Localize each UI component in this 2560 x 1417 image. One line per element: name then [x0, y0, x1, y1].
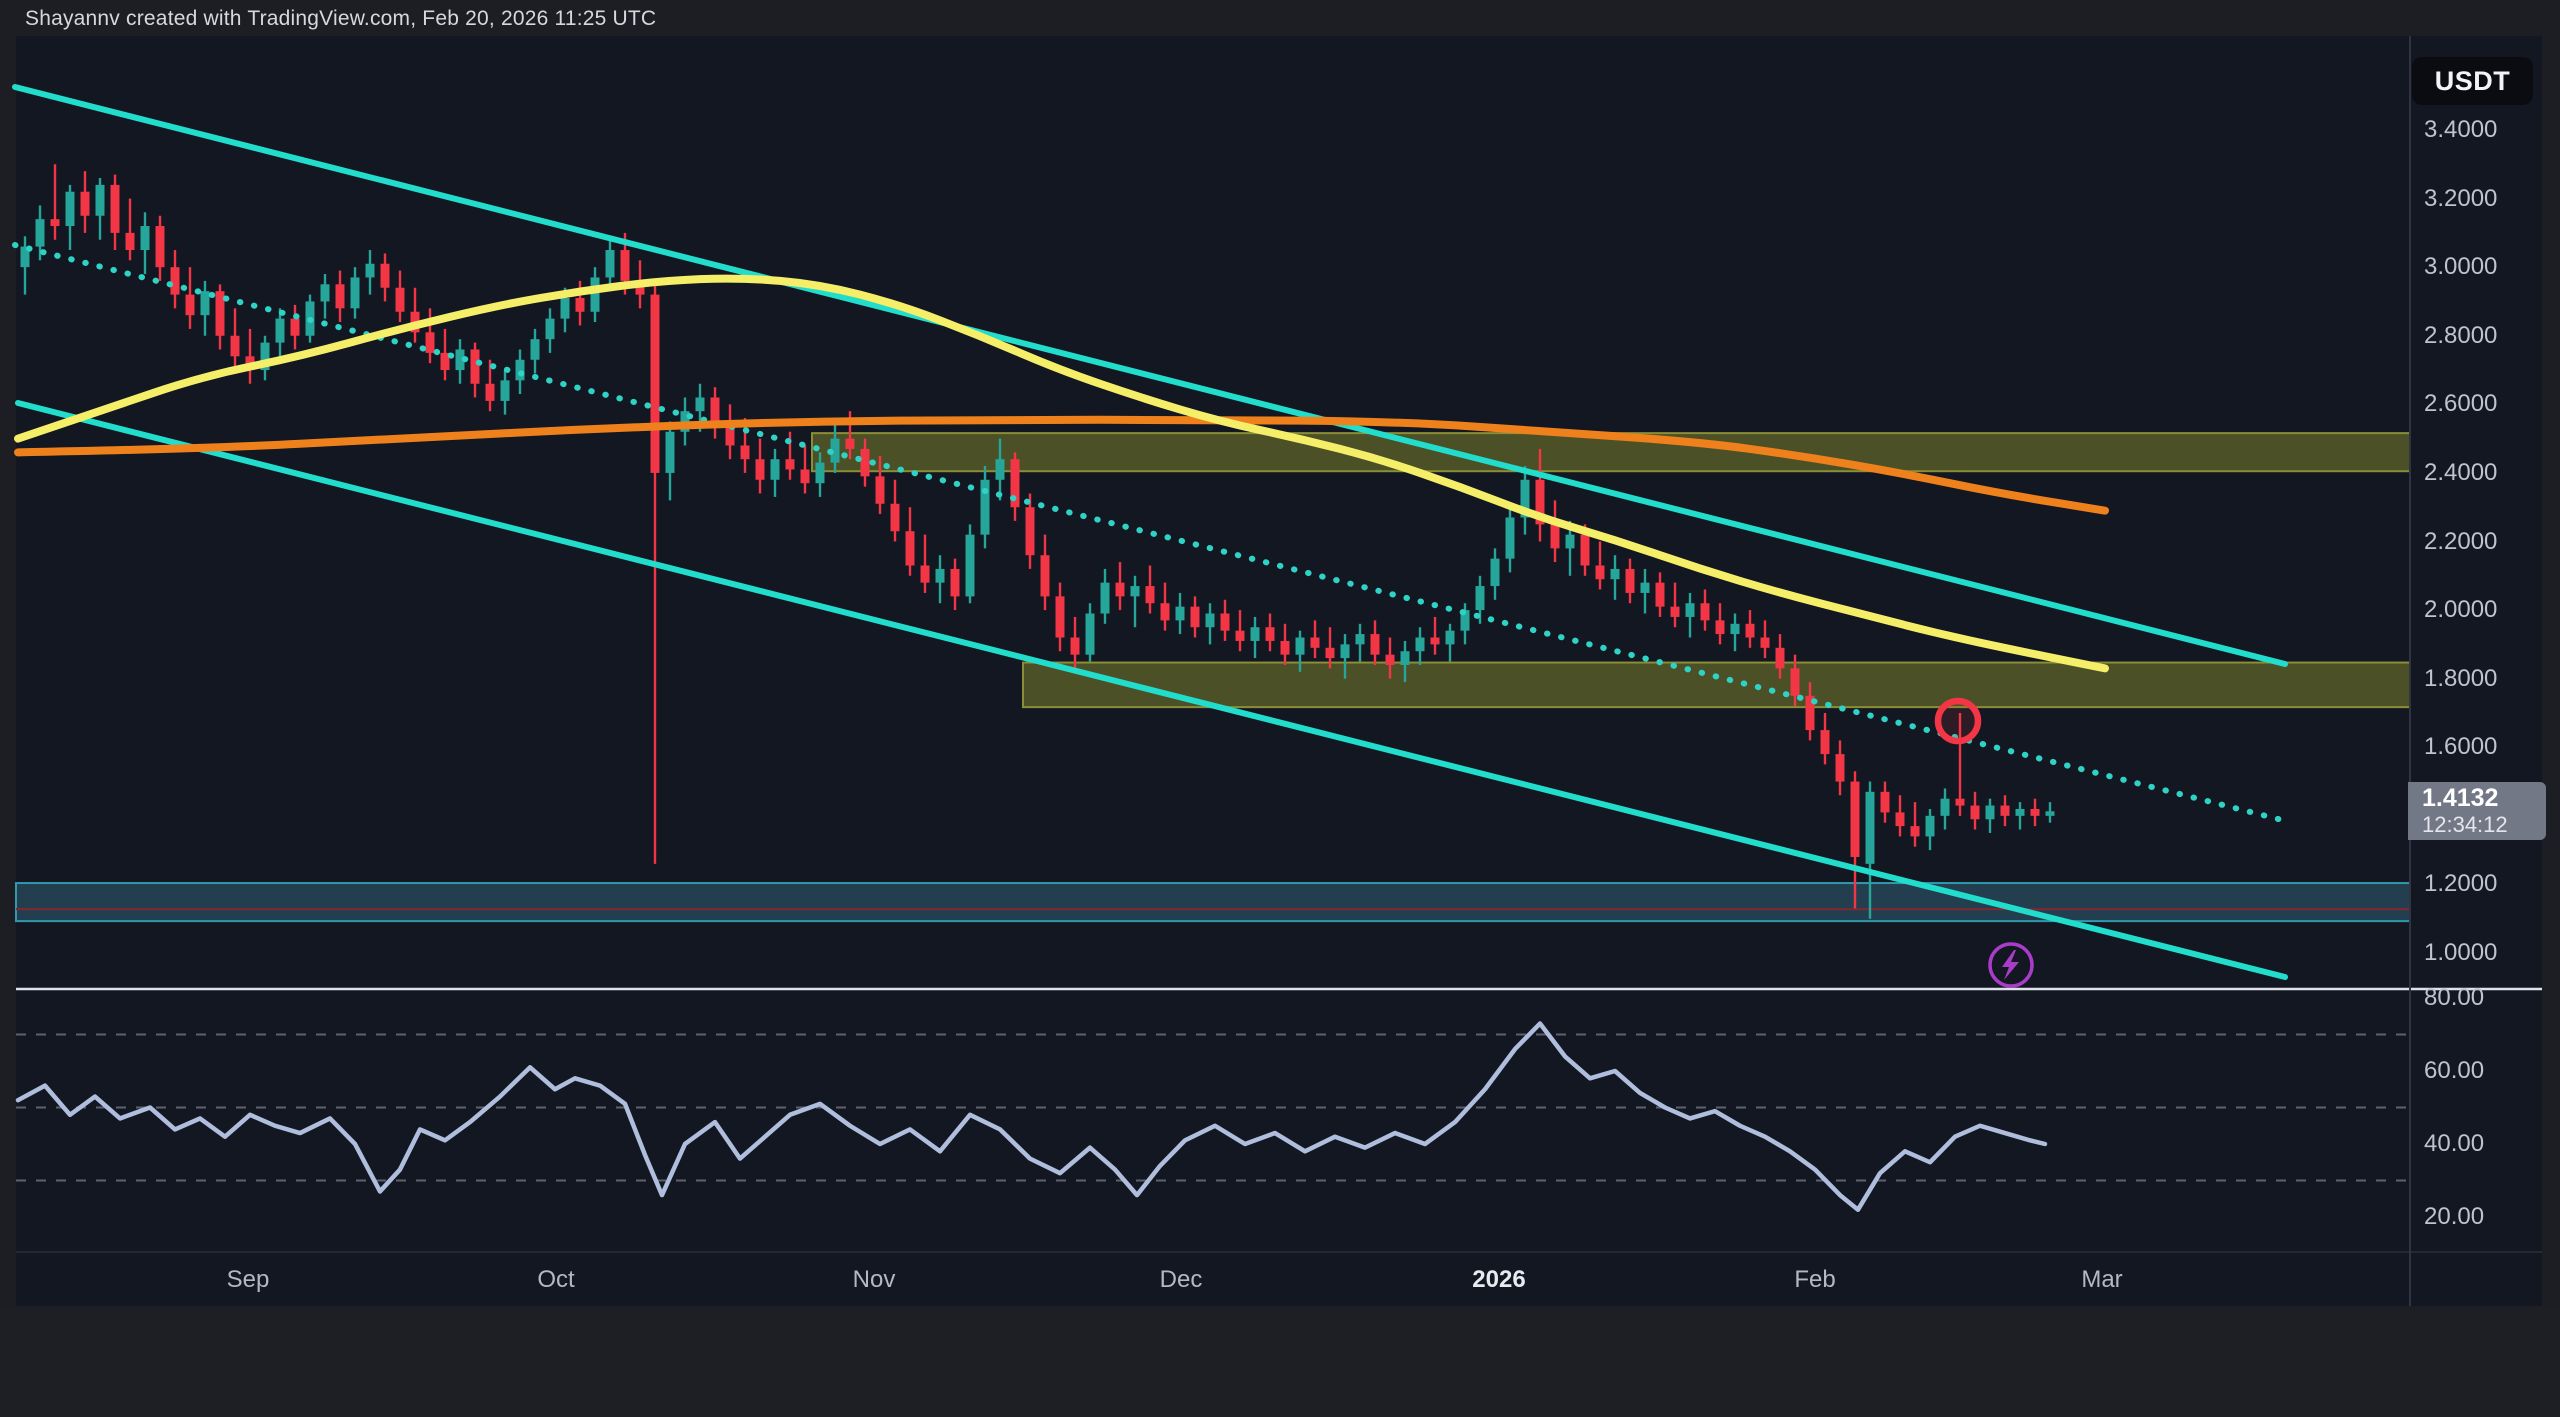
price-tick-label: 1.6000	[2424, 733, 2498, 761]
price-tick-label: 2.4000	[2424, 458, 2498, 486]
price-tick-label: 3.4000	[2424, 116, 2498, 143]
rsi-tick-label: 60.00	[2424, 1057, 2485, 1084]
lightning-bolt-glyph	[2002, 950, 2019, 980]
time-tick-label-2026: 2026	[1472, 1266, 1526, 1293]
price-tick-label: 2.8000	[2424, 321, 2498, 349]
channel-midline-dotted	[12, 242, 2293, 825]
chart-attribution: Shayannv created with TradingView.com, F…	[25, 7, 657, 30]
candlestick-series	[20, 164, 2055, 919]
price-tick-label: 2.2000	[2424, 527, 2498, 555]
price-tick-label: 1.0000	[2424, 939, 2498, 966]
moving-average-fast	[14, 274, 2109, 673]
moving-average-slow	[14, 415, 2109, 515]
current-price-value: 1.4132	[2422, 784, 2499, 813]
channel-lower-trendline	[15, 400, 2288, 980]
supply-zone-lower	[1022, 661, 2411, 709]
time-tick-label-nov: Nov	[852, 1266, 896, 1293]
rsi-tick-label: 80.00	[2424, 984, 2485, 1011]
time-tick-label-sep: Sep	[226, 1266, 270, 1293]
rsi-tick-label: 20.00	[2424, 1203, 2485, 1230]
time-tick-label-dec: Dec	[1159, 1266, 1203, 1293]
lightning-icon	[1988, 942, 2034, 988]
price-tick-label: 3.0000	[2424, 253, 2498, 281]
breakdown-circle-annotation	[1934, 697, 1982, 745]
current-price-label: 1.4132 12:34:12	[2408, 782, 2546, 841]
channel-upper-trendline	[12, 84, 2288, 667]
bar-countdown: 12:34:12	[2422, 812, 2508, 838]
footer-bar: TradingView	[0, 1306, 2560, 1417]
time-tick-label-oct: Oct	[537, 1266, 575, 1293]
chart-canvas[interactable]	[16, 36, 2542, 1306]
price-tick-label: 3.2000	[2424, 184, 2498, 212]
time-tick-label-feb: Feb	[1794, 1266, 1836, 1293]
price-tick-label: 2.6000	[2424, 390, 2498, 418]
quote-currency-badge: USDT	[2412, 57, 2533, 105]
rsi-tick-label: 40.00	[2424, 1130, 2485, 1157]
price-tick-label: 2.0000	[2424, 596, 2498, 624]
time-tick-label-mar: Mar	[2081, 1266, 2123, 1293]
rsi-line	[15, 1021, 2048, 1212]
price-tick-label: 1.2000	[2424, 870, 2498, 898]
price-tick-label: 1.8000	[2424, 664, 2498, 692]
